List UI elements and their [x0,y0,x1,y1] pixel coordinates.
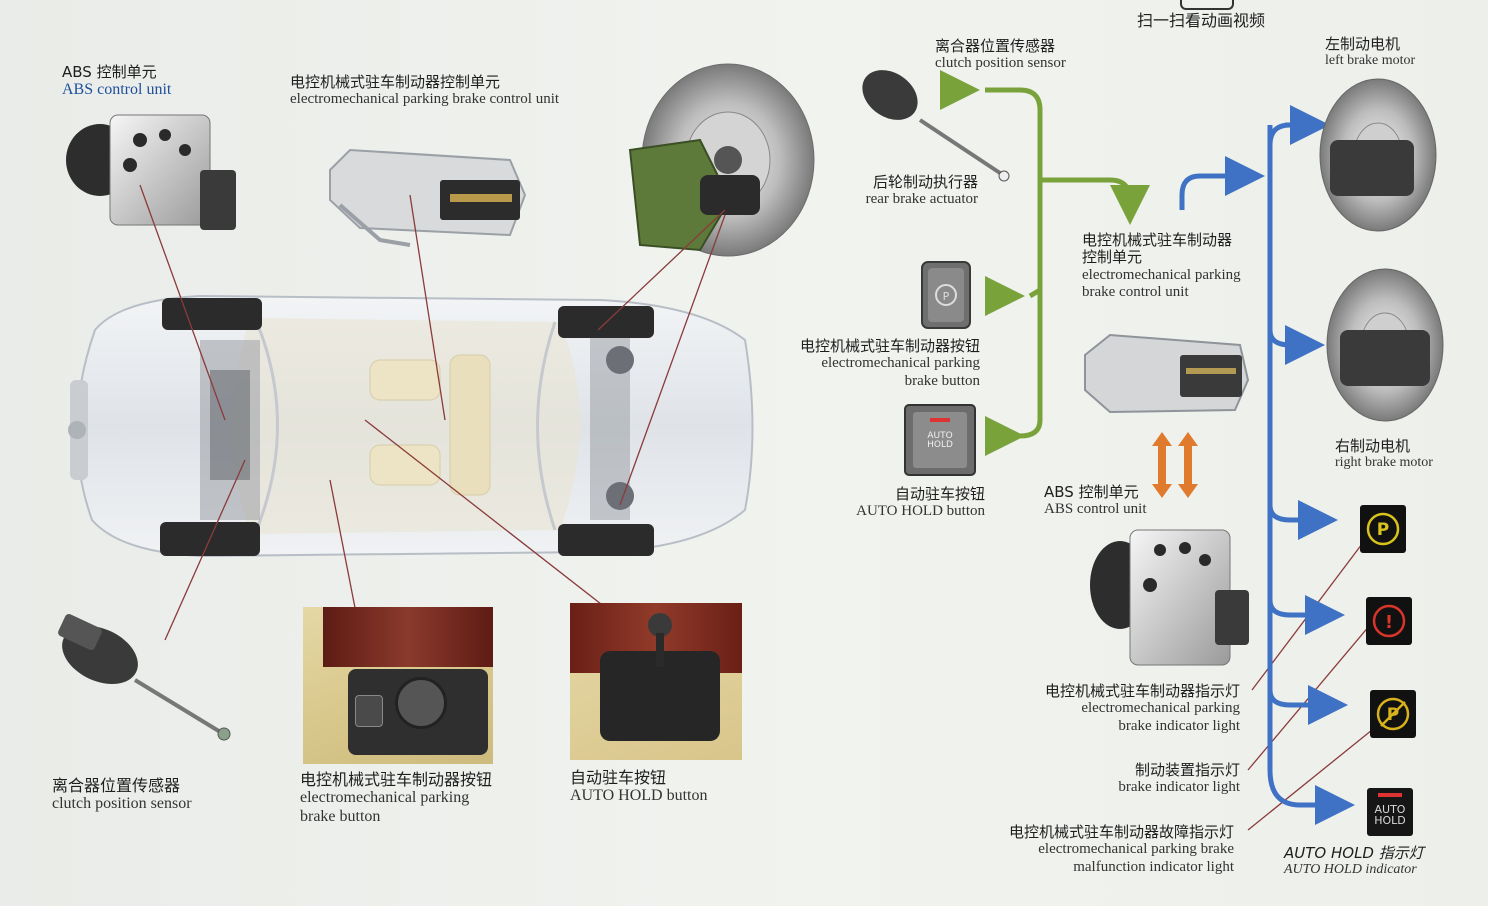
auto-hold-indicator-text: AUTO HOLD [1374,803,1406,827]
label-actuator: 后轮制动执行器 rear brake actuator [865,173,978,208]
green-input-arrows [940,70,1150,456]
epb-control-unit-image-left [329,148,527,247]
label-epb-light: 电控机械式驻车制动器指示灯 electromechanical parking … [1044,682,1240,734]
auto-hold-indicator-icon [1367,788,1413,836]
car-top-view [68,294,754,558]
label-auto-hold-left: 自动驻车按钮 AUTO HOLD button [570,768,708,805]
epb-button-image-right: P [921,261,971,329]
label-auto-hold-indicator: AUTO HOLD 指示灯 AUTO HOLD indicator [1284,844,1424,878]
rear-brake-caliper-image [628,63,815,257]
svg-text:!: ! [1385,612,1393,633]
svg-text:P: P [943,290,950,303]
abs-unit-image-right [1090,529,1249,666]
auto-hold-console-photo [570,603,742,760]
blue-output-arrows [1179,105,1355,825]
scan-caption: 扫一扫看动画视频 [1137,11,1266,30]
label-brake-light: 制动装置指示灯 brake indicator light [1118,761,1240,796]
label-abs-left: ABS 控制单元 ABS control unit [62,63,172,99]
control-unit-image-right [1084,333,1250,414]
auto-hold-button-image-right [904,404,976,476]
label-control-unit-right: 电控机械式驻车制动器 控制单元 electromechanical parkin… [1082,231,1241,300]
orange-bidirectional-arrows [1152,432,1198,498]
label-abs-right: ABS 控制单元 ABS control unit [1044,483,1147,518]
abs-unit-image-left [66,114,236,230]
clutch-sensor-image-left [58,613,231,741]
epb-indicator-light-icon: P [1360,505,1406,553]
clutch-sensor-image-right [862,70,1010,182]
brake-indicator-light-icon: ! [1366,597,1412,645]
label-right-motor: 右制动电机 right brake motor [1335,437,1433,471]
epb-fault-indicator-light-icon: P [1370,690,1416,738]
label-clutch-left: 离合器位置传感器 clutch position sensor [52,776,192,813]
label-left-motor: 左制动电机 left brake motor [1325,35,1416,69]
label-epb-button-left: 电控机械式驻车制动器按钮 electromechanical parking b… [300,770,493,825]
right-brake-motor-image [1326,268,1444,422]
label-auto-hold-right: 自动驻车按钮 AUTO HOLD button [856,485,985,520]
left-brake-motor-image [1319,78,1437,232]
qr-edge [1180,0,1234,10]
label-fault-light: 电控机械式驻车制动器故障指示灯 electromechanical parkin… [1008,823,1234,875]
auto-hold-key-text: AUTO HOLD [927,431,953,450]
label-epb-unit-left: 电控机械式驻车制动器控制单元 electromechanical parking… [290,73,560,108]
label-epb-button-right: 电控机械式驻车制动器按钮 electromechanical parking b… [799,337,980,389]
label-clutch-right: 离合器位置传感器 clutch position sensor [935,37,1066,72]
svg-text:P: P [1377,520,1389,540]
epb-button-console-photo [303,607,493,764]
